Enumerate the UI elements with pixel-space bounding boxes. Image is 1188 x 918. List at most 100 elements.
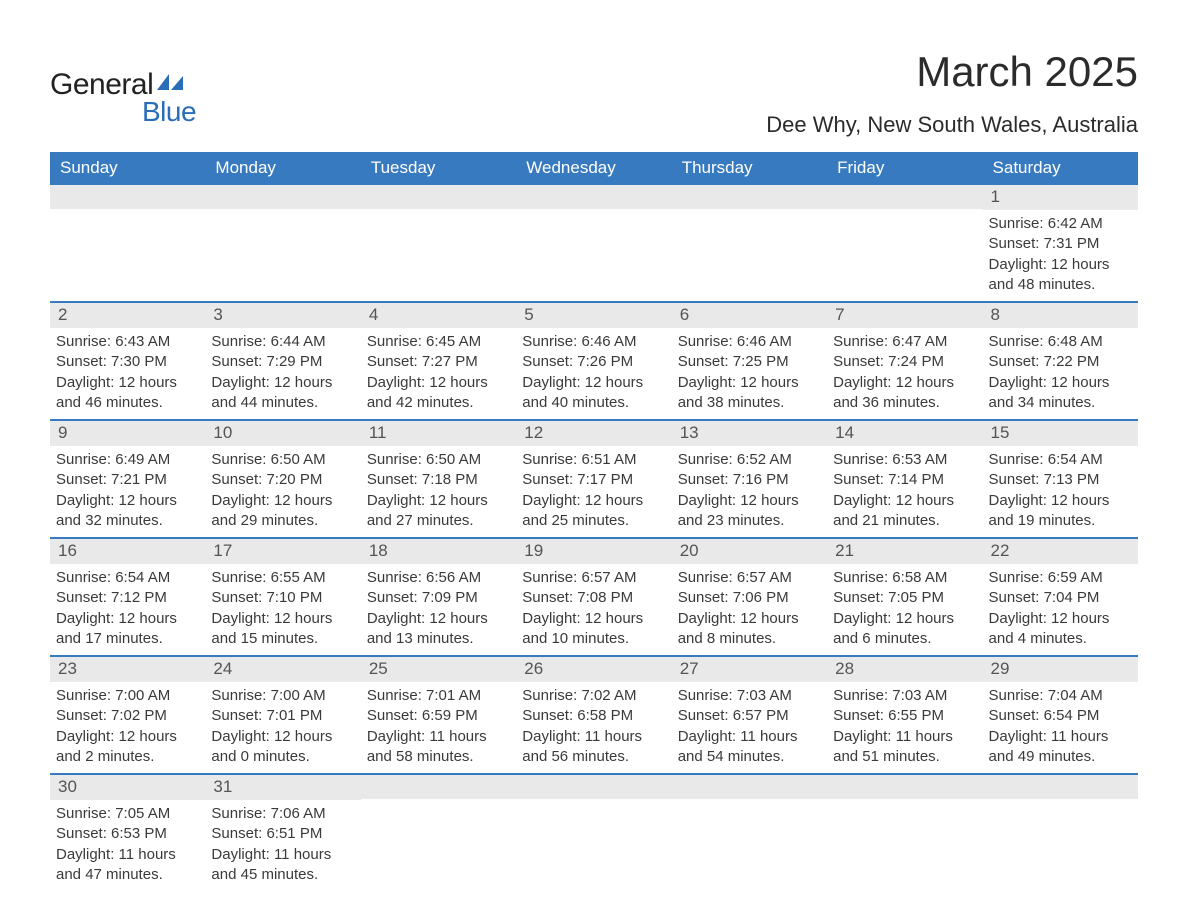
day-sunrise: Sunrise: 7:01 AM bbox=[367, 686, 510, 706]
day-number: 28 bbox=[827, 657, 982, 682]
day-sunset: Sunset: 7:10 PM bbox=[211, 588, 354, 608]
day-details: Sunrise: 7:04 AMSunset: 6:54 PMDaylight:… bbox=[983, 682, 1138, 773]
day-daylight2: and 8 minutes. bbox=[678, 629, 821, 649]
dow-sunday: Sunday bbox=[50, 152, 205, 185]
day-daylight1: Daylight: 12 hours bbox=[211, 373, 354, 393]
day-cell: 2Sunrise: 6:43 AMSunset: 7:30 PMDaylight… bbox=[50, 303, 205, 419]
day-sunrise: Sunrise: 6:49 AM bbox=[56, 450, 199, 470]
day-details: Sunrise: 6:57 AMSunset: 7:06 PMDaylight:… bbox=[672, 564, 827, 655]
header: General Blue March 2025 Dee Why, New Sou… bbox=[50, 48, 1138, 138]
day-number: 20 bbox=[672, 539, 827, 564]
day-daylight2: and 38 minutes. bbox=[678, 393, 821, 413]
day-daylight1: Daylight: 12 hours bbox=[367, 491, 510, 511]
day-sunset: Sunset: 7:04 PM bbox=[989, 588, 1132, 608]
day-of-week-header: Sunday Monday Tuesday Wednesday Thursday… bbox=[50, 152, 1138, 185]
day-cell bbox=[827, 185, 982, 301]
day-cell bbox=[983, 775, 1138, 891]
day-details bbox=[205, 209, 360, 287]
day-sunrise: Sunrise: 6:46 AM bbox=[678, 332, 821, 352]
day-details: Sunrise: 7:03 AMSunset: 6:57 PMDaylight:… bbox=[672, 682, 827, 773]
day-daylight2: and 23 minutes. bbox=[678, 511, 821, 531]
day-daylight2: and 58 minutes. bbox=[367, 747, 510, 767]
calendar: Sunday Monday Tuesday Wednesday Thursday… bbox=[50, 152, 1138, 891]
day-number: 27 bbox=[672, 657, 827, 682]
day-sunset: Sunset: 7:30 PM bbox=[56, 352, 199, 372]
day-cell: 21Sunrise: 6:58 AMSunset: 7:05 PMDayligh… bbox=[827, 539, 982, 655]
day-daylight1: Daylight: 12 hours bbox=[56, 373, 199, 393]
day-daylight2: and 54 minutes. bbox=[678, 747, 821, 767]
dow-wednesday: Wednesday bbox=[516, 152, 671, 185]
day-details bbox=[361, 209, 516, 287]
day-sunrise: Sunrise: 6:55 AM bbox=[211, 568, 354, 588]
day-daylight2: and 4 minutes. bbox=[989, 629, 1132, 649]
day-cell: 25Sunrise: 7:01 AMSunset: 6:59 PMDayligh… bbox=[361, 657, 516, 773]
day-daylight2: and 34 minutes. bbox=[989, 393, 1132, 413]
day-details: Sunrise: 6:51 AMSunset: 7:17 PMDaylight:… bbox=[516, 446, 671, 537]
day-number: 8 bbox=[983, 303, 1138, 328]
day-sunrise: Sunrise: 6:50 AM bbox=[211, 450, 354, 470]
week-row: 16Sunrise: 6:54 AMSunset: 7:12 PMDayligh… bbox=[50, 537, 1138, 655]
day-cell: 27Sunrise: 7:03 AMSunset: 6:57 PMDayligh… bbox=[672, 657, 827, 773]
day-number bbox=[983, 775, 1138, 799]
day-sunset: Sunset: 7:01 PM bbox=[211, 706, 354, 726]
day-daylight1: Daylight: 12 hours bbox=[833, 373, 976, 393]
day-sunset: Sunset: 7:27 PM bbox=[367, 352, 510, 372]
day-daylight2: and 36 minutes. bbox=[833, 393, 976, 413]
day-daylight1: Daylight: 11 hours bbox=[211, 845, 354, 865]
day-daylight1: Daylight: 12 hours bbox=[56, 609, 199, 629]
day-daylight1: Daylight: 12 hours bbox=[833, 609, 976, 629]
day-details: Sunrise: 6:54 AMSunset: 7:12 PMDaylight:… bbox=[50, 564, 205, 655]
day-daylight2: and 48 minutes. bbox=[989, 275, 1132, 295]
day-daylight2: and 44 minutes. bbox=[211, 393, 354, 413]
day-number bbox=[516, 185, 671, 209]
day-number bbox=[361, 775, 516, 799]
day-cell: 1Sunrise: 6:42 AMSunset: 7:31 PMDaylight… bbox=[983, 185, 1138, 301]
day-cell: 3Sunrise: 6:44 AMSunset: 7:29 PMDaylight… bbox=[205, 303, 360, 419]
day-details bbox=[50, 209, 205, 287]
day-sunrise: Sunrise: 7:05 AM bbox=[56, 804, 199, 824]
day-sunrise: Sunrise: 6:54 AM bbox=[989, 450, 1132, 470]
day-cell bbox=[672, 775, 827, 891]
day-details bbox=[672, 209, 827, 287]
day-number: 1 bbox=[983, 185, 1138, 210]
week-row: 30Sunrise: 7:05 AMSunset: 6:53 PMDayligh… bbox=[50, 773, 1138, 891]
day-cell: 24Sunrise: 7:00 AMSunset: 7:01 PMDayligh… bbox=[205, 657, 360, 773]
month-title: March 2025 bbox=[766, 48, 1138, 96]
day-details: Sunrise: 6:50 AMSunset: 7:18 PMDaylight:… bbox=[361, 446, 516, 537]
day-daylight2: and 19 minutes. bbox=[989, 511, 1132, 531]
day-cell: 12Sunrise: 6:51 AMSunset: 7:17 PMDayligh… bbox=[516, 421, 671, 537]
day-daylight1: Daylight: 12 hours bbox=[989, 609, 1132, 629]
day-daylight2: and 6 minutes. bbox=[833, 629, 976, 649]
day-sunrise: Sunrise: 6:50 AM bbox=[367, 450, 510, 470]
day-sunset: Sunset: 6:53 PM bbox=[56, 824, 199, 844]
day-details: Sunrise: 6:44 AMSunset: 7:29 PMDaylight:… bbox=[205, 328, 360, 419]
day-sunset: Sunset: 6:54 PM bbox=[989, 706, 1132, 726]
day-sunrise: Sunrise: 7:03 AM bbox=[833, 686, 976, 706]
day-sunset: Sunset: 6:58 PM bbox=[522, 706, 665, 726]
day-cell: 31Sunrise: 7:06 AMSunset: 6:51 PMDayligh… bbox=[205, 775, 360, 891]
day-sunrise: Sunrise: 6:54 AM bbox=[56, 568, 199, 588]
day-details: Sunrise: 6:59 AMSunset: 7:04 PMDaylight:… bbox=[983, 564, 1138, 655]
day-details: Sunrise: 6:46 AMSunset: 7:25 PMDaylight:… bbox=[672, 328, 827, 419]
day-number: 17 bbox=[205, 539, 360, 564]
day-sunset: Sunset: 7:08 PM bbox=[522, 588, 665, 608]
day-sunset: Sunset: 7:17 PM bbox=[522, 470, 665, 490]
day-daylight2: and 32 minutes. bbox=[56, 511, 199, 531]
day-daylight1: Daylight: 12 hours bbox=[56, 727, 199, 747]
day-sunset: Sunset: 7:21 PM bbox=[56, 470, 199, 490]
day-sunset: Sunset: 7:29 PM bbox=[211, 352, 354, 372]
day-details: Sunrise: 6:47 AMSunset: 7:24 PMDaylight:… bbox=[827, 328, 982, 419]
logo-text-blue: Blue bbox=[142, 96, 196, 128]
day-sunset: Sunset: 7:20 PM bbox=[211, 470, 354, 490]
day-details: Sunrise: 6:53 AMSunset: 7:14 PMDaylight:… bbox=[827, 446, 982, 537]
day-sunrise: Sunrise: 6:57 AM bbox=[522, 568, 665, 588]
day-daylight1: Daylight: 12 hours bbox=[522, 609, 665, 629]
day-number: 21 bbox=[827, 539, 982, 564]
day-cell: 10Sunrise: 6:50 AMSunset: 7:20 PMDayligh… bbox=[205, 421, 360, 537]
weeks-container: 1Sunrise: 6:42 AMSunset: 7:31 PMDaylight… bbox=[50, 185, 1138, 891]
day-cell: 22Sunrise: 6:59 AMSunset: 7:04 PMDayligh… bbox=[983, 539, 1138, 655]
day-daylight1: Daylight: 12 hours bbox=[211, 727, 354, 747]
day-cell: 13Sunrise: 6:52 AMSunset: 7:16 PMDayligh… bbox=[672, 421, 827, 537]
day-daylight2: and 40 minutes. bbox=[522, 393, 665, 413]
day-number: 5 bbox=[516, 303, 671, 328]
